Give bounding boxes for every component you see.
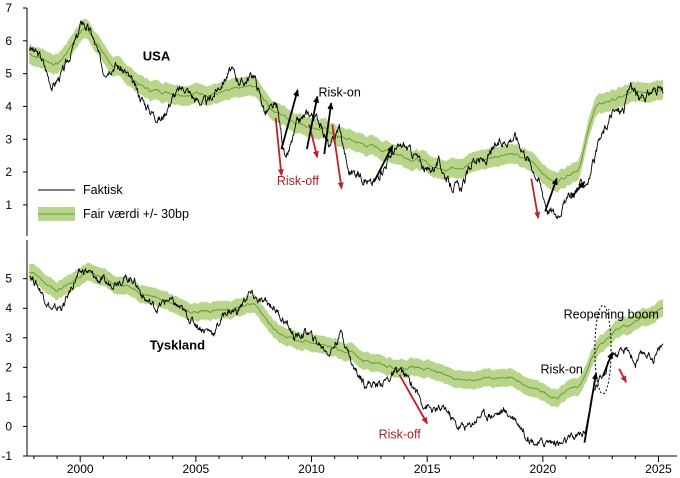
x-axis: 2000 2005 2010 2015 2020 2025 [27, 455, 677, 476]
legend-actual-label: Faktisk [83, 183, 123, 197]
annotation-risk-off-tyskland: Risk-off [379, 427, 422, 441]
x-tick-label: 2025 [645, 462, 672, 476]
annotation-reopening-boom-tyskland: Reopening boom [564, 308, 659, 322]
x-tick-label: 2005 [183, 462, 210, 476]
risk-off-arrow-usa [530, 178, 541, 219]
legend-fair-label: Fair værdi +/- 30bp [83, 207, 189, 221]
y-tick-label-usa: 2 [5, 165, 12, 179]
x-tick-label: 2010 [298, 462, 325, 476]
x-tick-label: 2015 [414, 462, 441, 476]
risk-on-arrow-usa [544, 177, 558, 212]
panel-tyskland: -1 0 1 2 3 4 5 Tyskland Reopening boom Risk-on Ris… [1, 240, 664, 463]
reopening-ellipse [594, 304, 612, 395]
panel-usa: 1 2 3 4 5 6 7 USA Risk-on Risk-off [5, 1, 664, 236]
y-tick-label-tyskland: 0 [5, 419, 12, 433]
y-tick-label-usa: 3 [5, 132, 12, 146]
annotation-risk-on-tyskland: Risk-on [541, 362, 583, 376]
annotation-risk-off-usa: Risk-off [277, 174, 320, 188]
y-tick-label-usa: 1 [5, 198, 12, 212]
risk-on-arrow-usa [306, 95, 320, 150]
y-tick-label-tyskland: 1 [5, 390, 12, 404]
risk-on-arrow-usa [280, 89, 299, 150]
risk-off-arrow-tyskland [618, 368, 627, 384]
y-tick-label-tyskland: 2 [5, 360, 12, 374]
y-tick-label-usa: 7 [5, 1, 12, 15]
y-tick-label-tyskland: 5 [5, 272, 12, 286]
fair-value-line-tyskland [29, 270, 664, 400]
panel-title-usa: USA [143, 49, 171, 64]
risk-off-arrow-usa [331, 124, 344, 190]
risk-off-arrow-tyskland [398, 374, 428, 425]
risk-on-arrow-usa [323, 102, 334, 155]
risk-on-arrow-usa [569, 181, 586, 199]
annotation-risk-on-usa: Risk-on [318, 86, 360, 100]
actual-line-usa [28, 20, 664, 220]
y-tick-label-tyskland: 4 [5, 301, 12, 315]
x-tick-label: 2000 [67, 462, 94, 476]
risk-on-arrow-tyskland [583, 372, 599, 443]
y-tick-label-tyskland: -1 [1, 449, 12, 463]
y-tick-label-usa: 6 [5, 34, 12, 48]
y-tick-label-tyskland: 3 [5, 331, 12, 345]
x-tick-label: 2020 [529, 462, 556, 476]
risk-on-arrow-usa [373, 144, 394, 183]
risk-on-arrow-tyskland [602, 351, 614, 377]
y-tick-label-usa: 5 [5, 67, 12, 81]
panel-title-tyskland: Tyskland [150, 338, 205, 353]
fair-value-band-tyskland [29, 262, 664, 408]
actual-line-tyskland [29, 268, 664, 448]
fair-value-band-usa [29, 18, 664, 193]
risk-off-arrow-usa [274, 117, 284, 177]
legend: Faktisk Fair værdi +/- 30bp [38, 183, 189, 221]
y-tick-label-usa: 4 [5, 99, 12, 113]
